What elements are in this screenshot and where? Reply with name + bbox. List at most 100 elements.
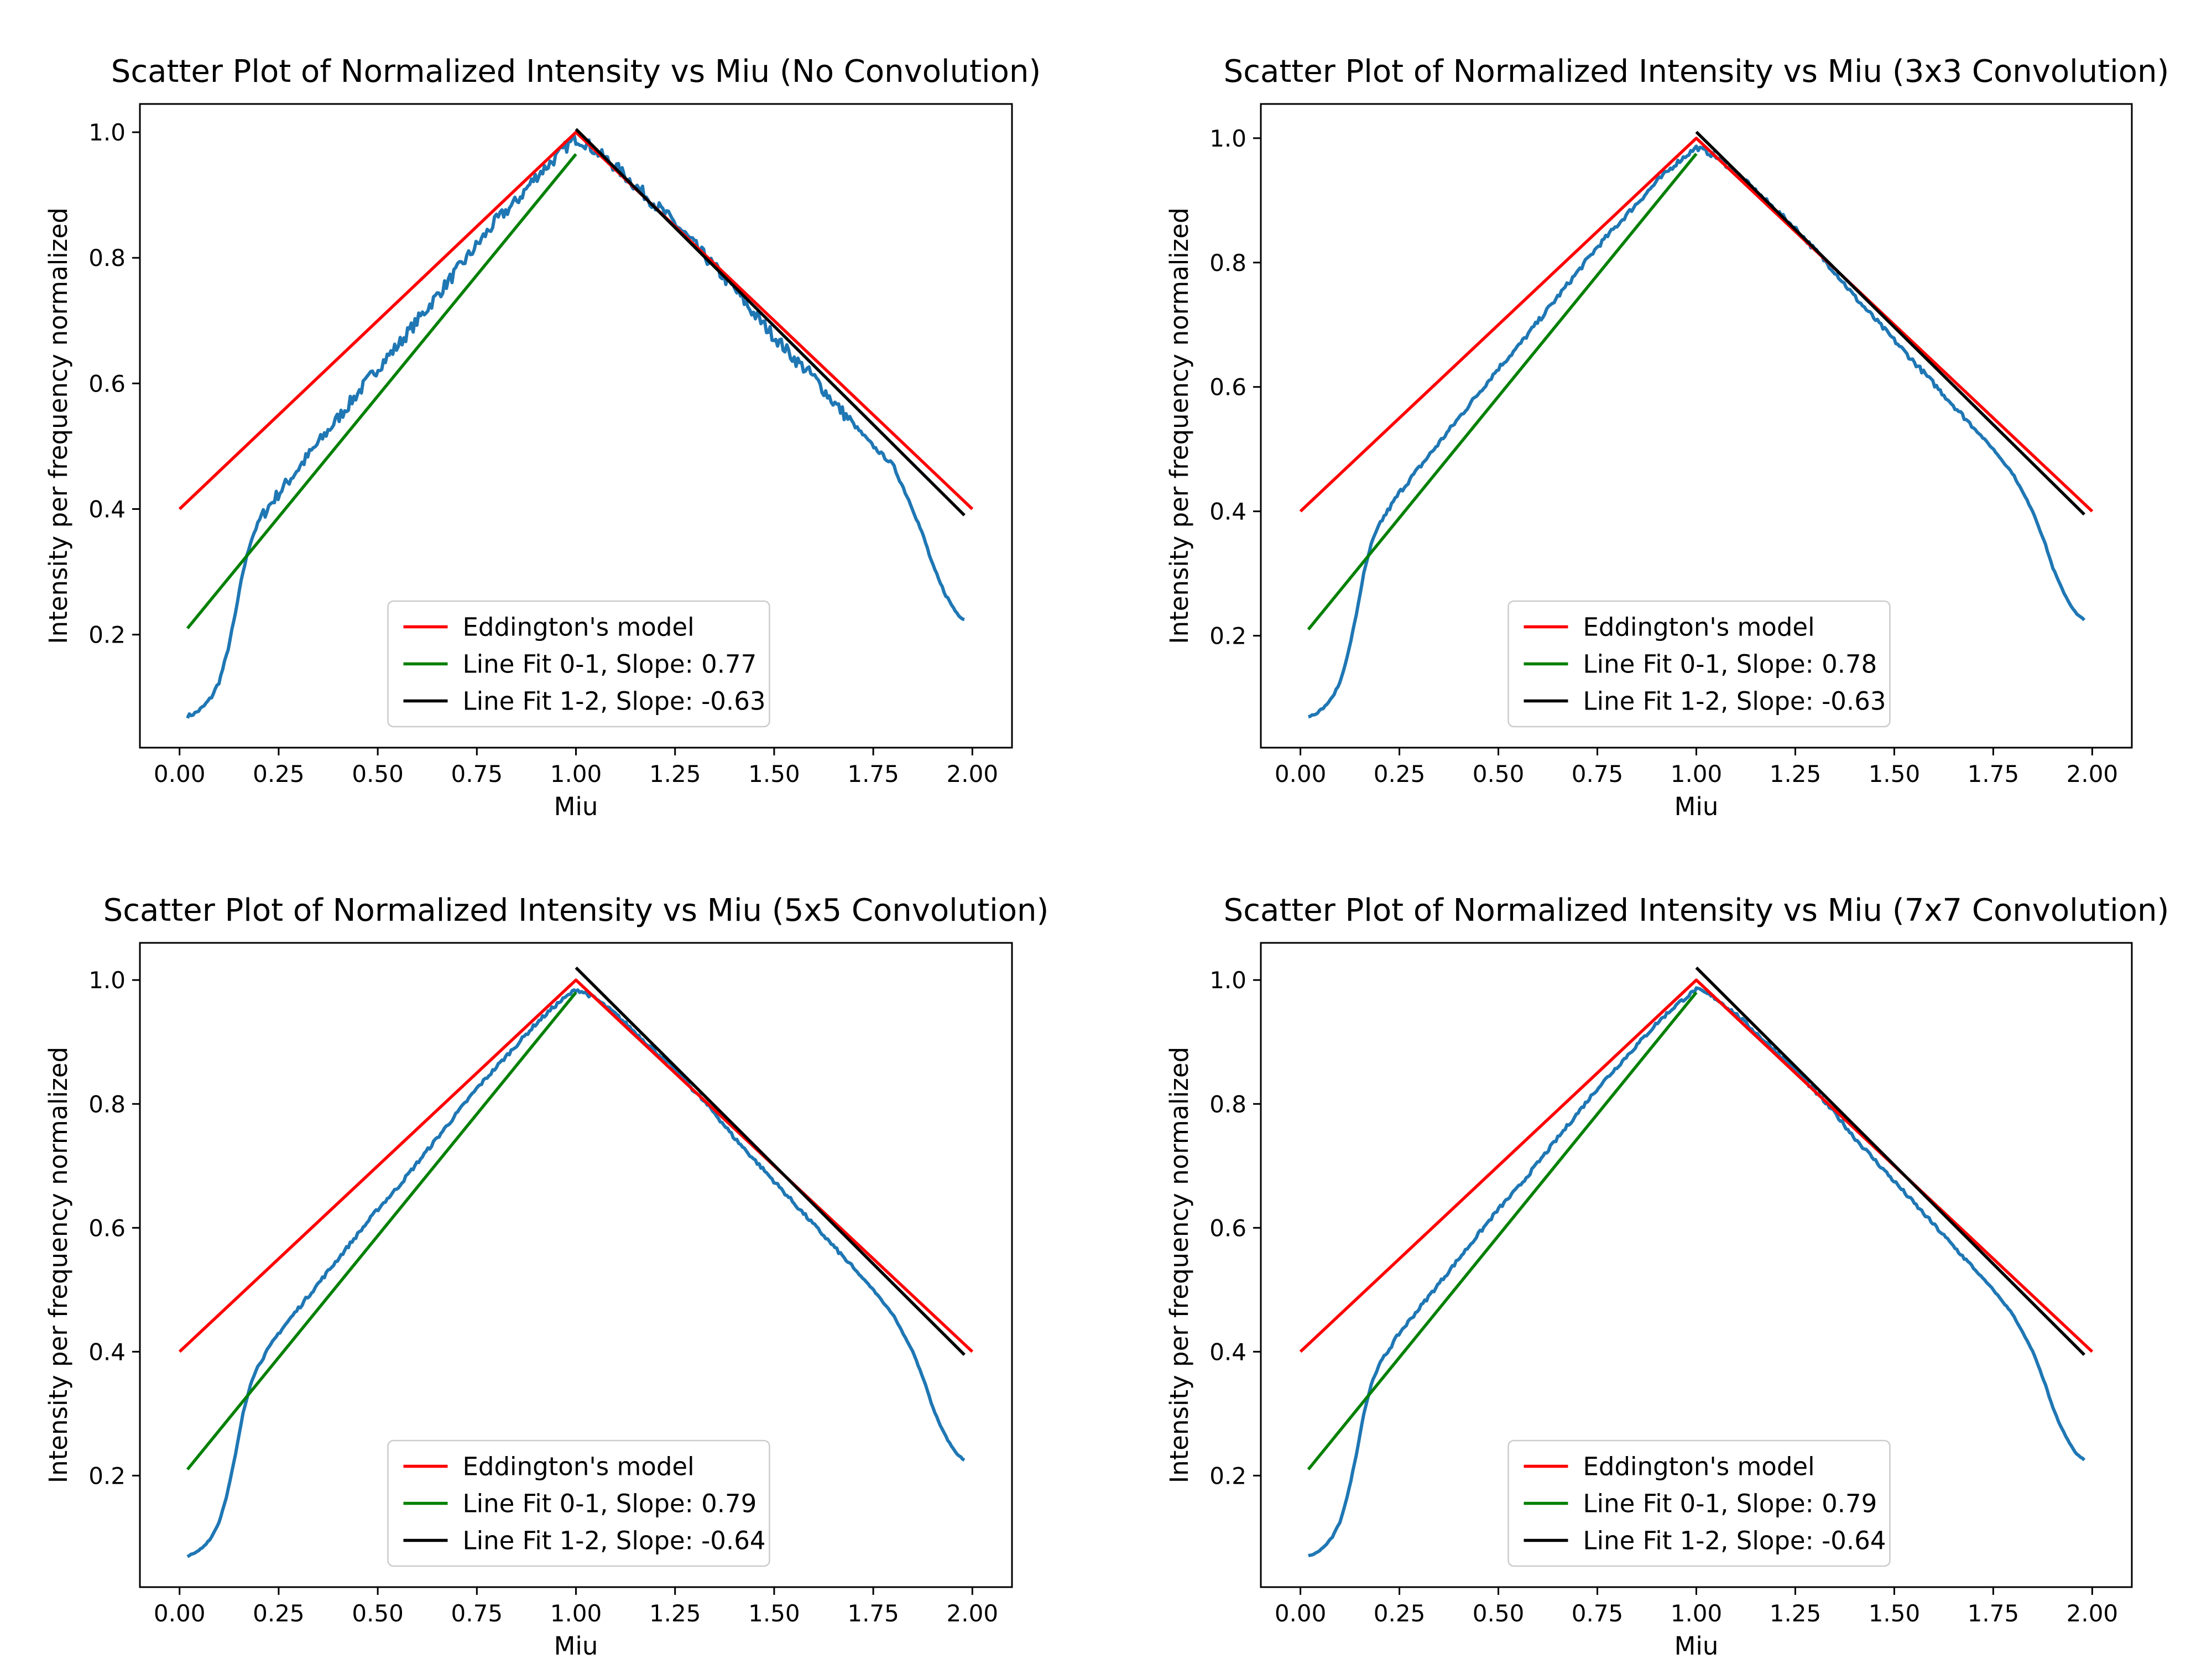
y-tick-label: 0.2: [88, 1462, 126, 1489]
legend-entry-label: Eddington's model: [463, 613, 695, 642]
x-tick-label: 1.00: [550, 760, 602, 787]
x-tick-label: 1.50: [1869, 760, 1921, 787]
x-tick-label: 0.25: [253, 760, 305, 787]
plot-area: [178, 128, 974, 719]
x-tick-label: 0.50: [1473, 760, 1525, 787]
legend: Eddington's model Line Fit 0-1, Slope: 0.…: [387, 1439, 770, 1567]
y-tick-label: 0.6: [88, 370, 126, 397]
y-tick-label: 1.0: [88, 967, 126, 994]
x-tick-label: 1.50: [748, 1600, 800, 1627]
chart-panel-3: 0.00 0.25 0.50 0.75 1.00 1.25 1.50 1.75 2.00 0.2 0…: [44, 893, 1048, 1659]
x-tick-label: 1.50: [1869, 1600, 1921, 1627]
legend: Eddington's model Line Fit 0-1, Slope: 0.…: [1507, 600, 1891, 728]
y-tick-label: 0.2: [88, 622, 126, 649]
x-tick-label: 0.00: [1275, 1600, 1327, 1627]
x-tick-label: 0.75: [451, 760, 503, 787]
y-tick-label: 0.2: [1209, 1462, 1246, 1489]
x-tick-label: 1.25: [649, 1600, 701, 1627]
x-tick-label: 1.25: [1770, 1600, 1822, 1627]
x-tick-label: 0.25: [1374, 760, 1426, 787]
series-line-fit-1-2: [1695, 966, 2086, 1356]
legend-entry-label: Line Fit 1-2, Slope: -0.64: [1583, 1526, 1886, 1556]
y-tick-label: 1.0: [1209, 967, 1246, 994]
legend-entry-label: Line Fit 0-1, Slope: 0.77: [463, 650, 757, 679]
y-tick-label: 0.8: [88, 1091, 126, 1118]
legend: Eddington's model Line Fit 0-1, Slope: 0.…: [1507, 1439, 1891, 1567]
y-tick-label: 0.6: [1209, 374, 1246, 401]
series-line-fit-1-2: [575, 966, 966, 1356]
x-tick-label: 0.00: [1275, 760, 1327, 787]
x-tick-label: 2.00: [2067, 1600, 2119, 1627]
series-line-data: [186, 133, 965, 719]
series-line-fit-0-1: [1307, 991, 1698, 1470]
x-tick-label: 1.00: [550, 1600, 602, 1627]
y-tick-label: 0.6: [1209, 1214, 1246, 1241]
legend-entry-label: Line Fit 0-1, Slope: 0.79: [1583, 1489, 1877, 1519]
x-tick-label: 0.25: [253, 1600, 305, 1627]
chart-title: Scatter Plot of Normalized Intensity vs …: [111, 54, 1041, 90]
legend-box: [387, 600, 770, 728]
x-axis-label: Miu: [554, 1631, 598, 1659]
legend-entry-label: Eddington's model: [1583, 1452, 1815, 1481]
y-axis-label: Intensity per frequency normalized: [44, 1047, 73, 1483]
x-tick-label: 0.25: [1374, 1600, 1426, 1627]
y-axis-label: Intensity per frequency normalized: [1165, 207, 1194, 644]
x-tick-label: 1.00: [1671, 760, 1723, 787]
y-tick-label: 0.4: [88, 495, 126, 523]
x-tick-label: 1.75: [1968, 1600, 2020, 1627]
y-tick-label: 0.2: [1209, 623, 1246, 650]
legend-entry-label: Line Fit 1-2, Slope: -0.63: [1583, 687, 1886, 716]
y-tick-label: 0.4: [1209, 1338, 1246, 1365]
x-tick-label: 1.25: [1770, 760, 1822, 787]
x-tick-label: 0.50: [352, 760, 404, 787]
legend-entry-label: Line Fit 0-1, Slope: 0.78: [1583, 650, 1877, 679]
plot-area: [1299, 966, 2094, 1558]
y-tick-label: 0.6: [88, 1214, 126, 1241]
x-tick-label: 0.50: [352, 1600, 404, 1627]
series-line-eddington: [178, 131, 974, 510]
legend-entry-label: Line Fit 0-1, Slope: 0.79: [463, 1489, 757, 1519]
x-tick-label: 0.75: [1572, 1600, 1624, 1627]
series-line-data: [1308, 144, 2086, 719]
x-tick-label: 0.00: [154, 760, 206, 787]
plot-area: [178, 966, 974, 1558]
x-tick-label: 2.00: [2067, 760, 2119, 787]
series-line-fit-1-2: [1695, 131, 2086, 516]
y-tick-label: 0.4: [1209, 498, 1246, 525]
series-line-fit-1-2: [575, 128, 966, 517]
legend-entry-label: Line Fit 1-2, Slope: -0.64: [463, 1526, 766, 1556]
legend: Eddington's model Line Fit 0-1, Slope: 0.…: [387, 600, 770, 728]
x-tick-label: 1.75: [1968, 760, 2020, 787]
chart-title: Scatter Plot of Normalized Intensity vs …: [1224, 893, 2169, 928]
x-axis-label: Miu: [1674, 792, 1719, 821]
chart-title: Scatter Plot of Normalized Intensity vs …: [103, 893, 1049, 928]
series-line-eddington: [178, 978, 974, 1353]
y-tick-label: 1.0: [88, 119, 126, 146]
y-tick-label: 0.8: [88, 244, 126, 272]
y-tick-label: 0.8: [1209, 249, 1246, 276]
series-line-fit-0-1: [1307, 153, 1698, 631]
y-axis-label: Intensity per frequency normalized: [1165, 1047, 1194, 1483]
legend-entry-label: Eddington's model: [463, 1452, 695, 1481]
x-axis-label: Miu: [554, 792, 598, 821]
series-line-fit-0-1: [186, 991, 577, 1470]
legend-entry-label: Eddington's model: [1583, 613, 1815, 642]
y-axis-label: Intensity per frequency normalized: [44, 207, 73, 644]
x-tick-label: 2.00: [947, 760, 999, 787]
plot-area: [1299, 131, 2094, 719]
x-tick-label: 1.75: [847, 1600, 899, 1627]
x-tick-label: 1.25: [649, 760, 701, 787]
x-tick-label: 1.75: [847, 760, 899, 787]
chart-title: Scatter Plot of Normalized Intensity vs …: [1224, 54, 2169, 90]
x-tick-label: 1.00: [1671, 1600, 1723, 1627]
legend-box: [1507, 600, 1891, 728]
chart-panel-4: 0.00 0.25 0.50 0.75 1.00 1.25 1.50 1.75 2.00 0.2 0…: [1165, 893, 2169, 1659]
chart-panel-2: 0.00 0.25 0.50 0.75 1.00 1.25 1.50 1.75 2.00 0.2 0…: [1165, 54, 2169, 821]
legend-entry-label: Line Fit 1-2, Slope: -0.63: [463, 687, 766, 716]
x-axis-label: Miu: [1674, 1631, 1719, 1659]
series-line-data: [186, 988, 966, 1558]
series-line-eddington: [1299, 978, 2094, 1353]
series-line-data: [1308, 986, 2086, 1558]
x-tick-label: 0.75: [451, 1600, 503, 1627]
